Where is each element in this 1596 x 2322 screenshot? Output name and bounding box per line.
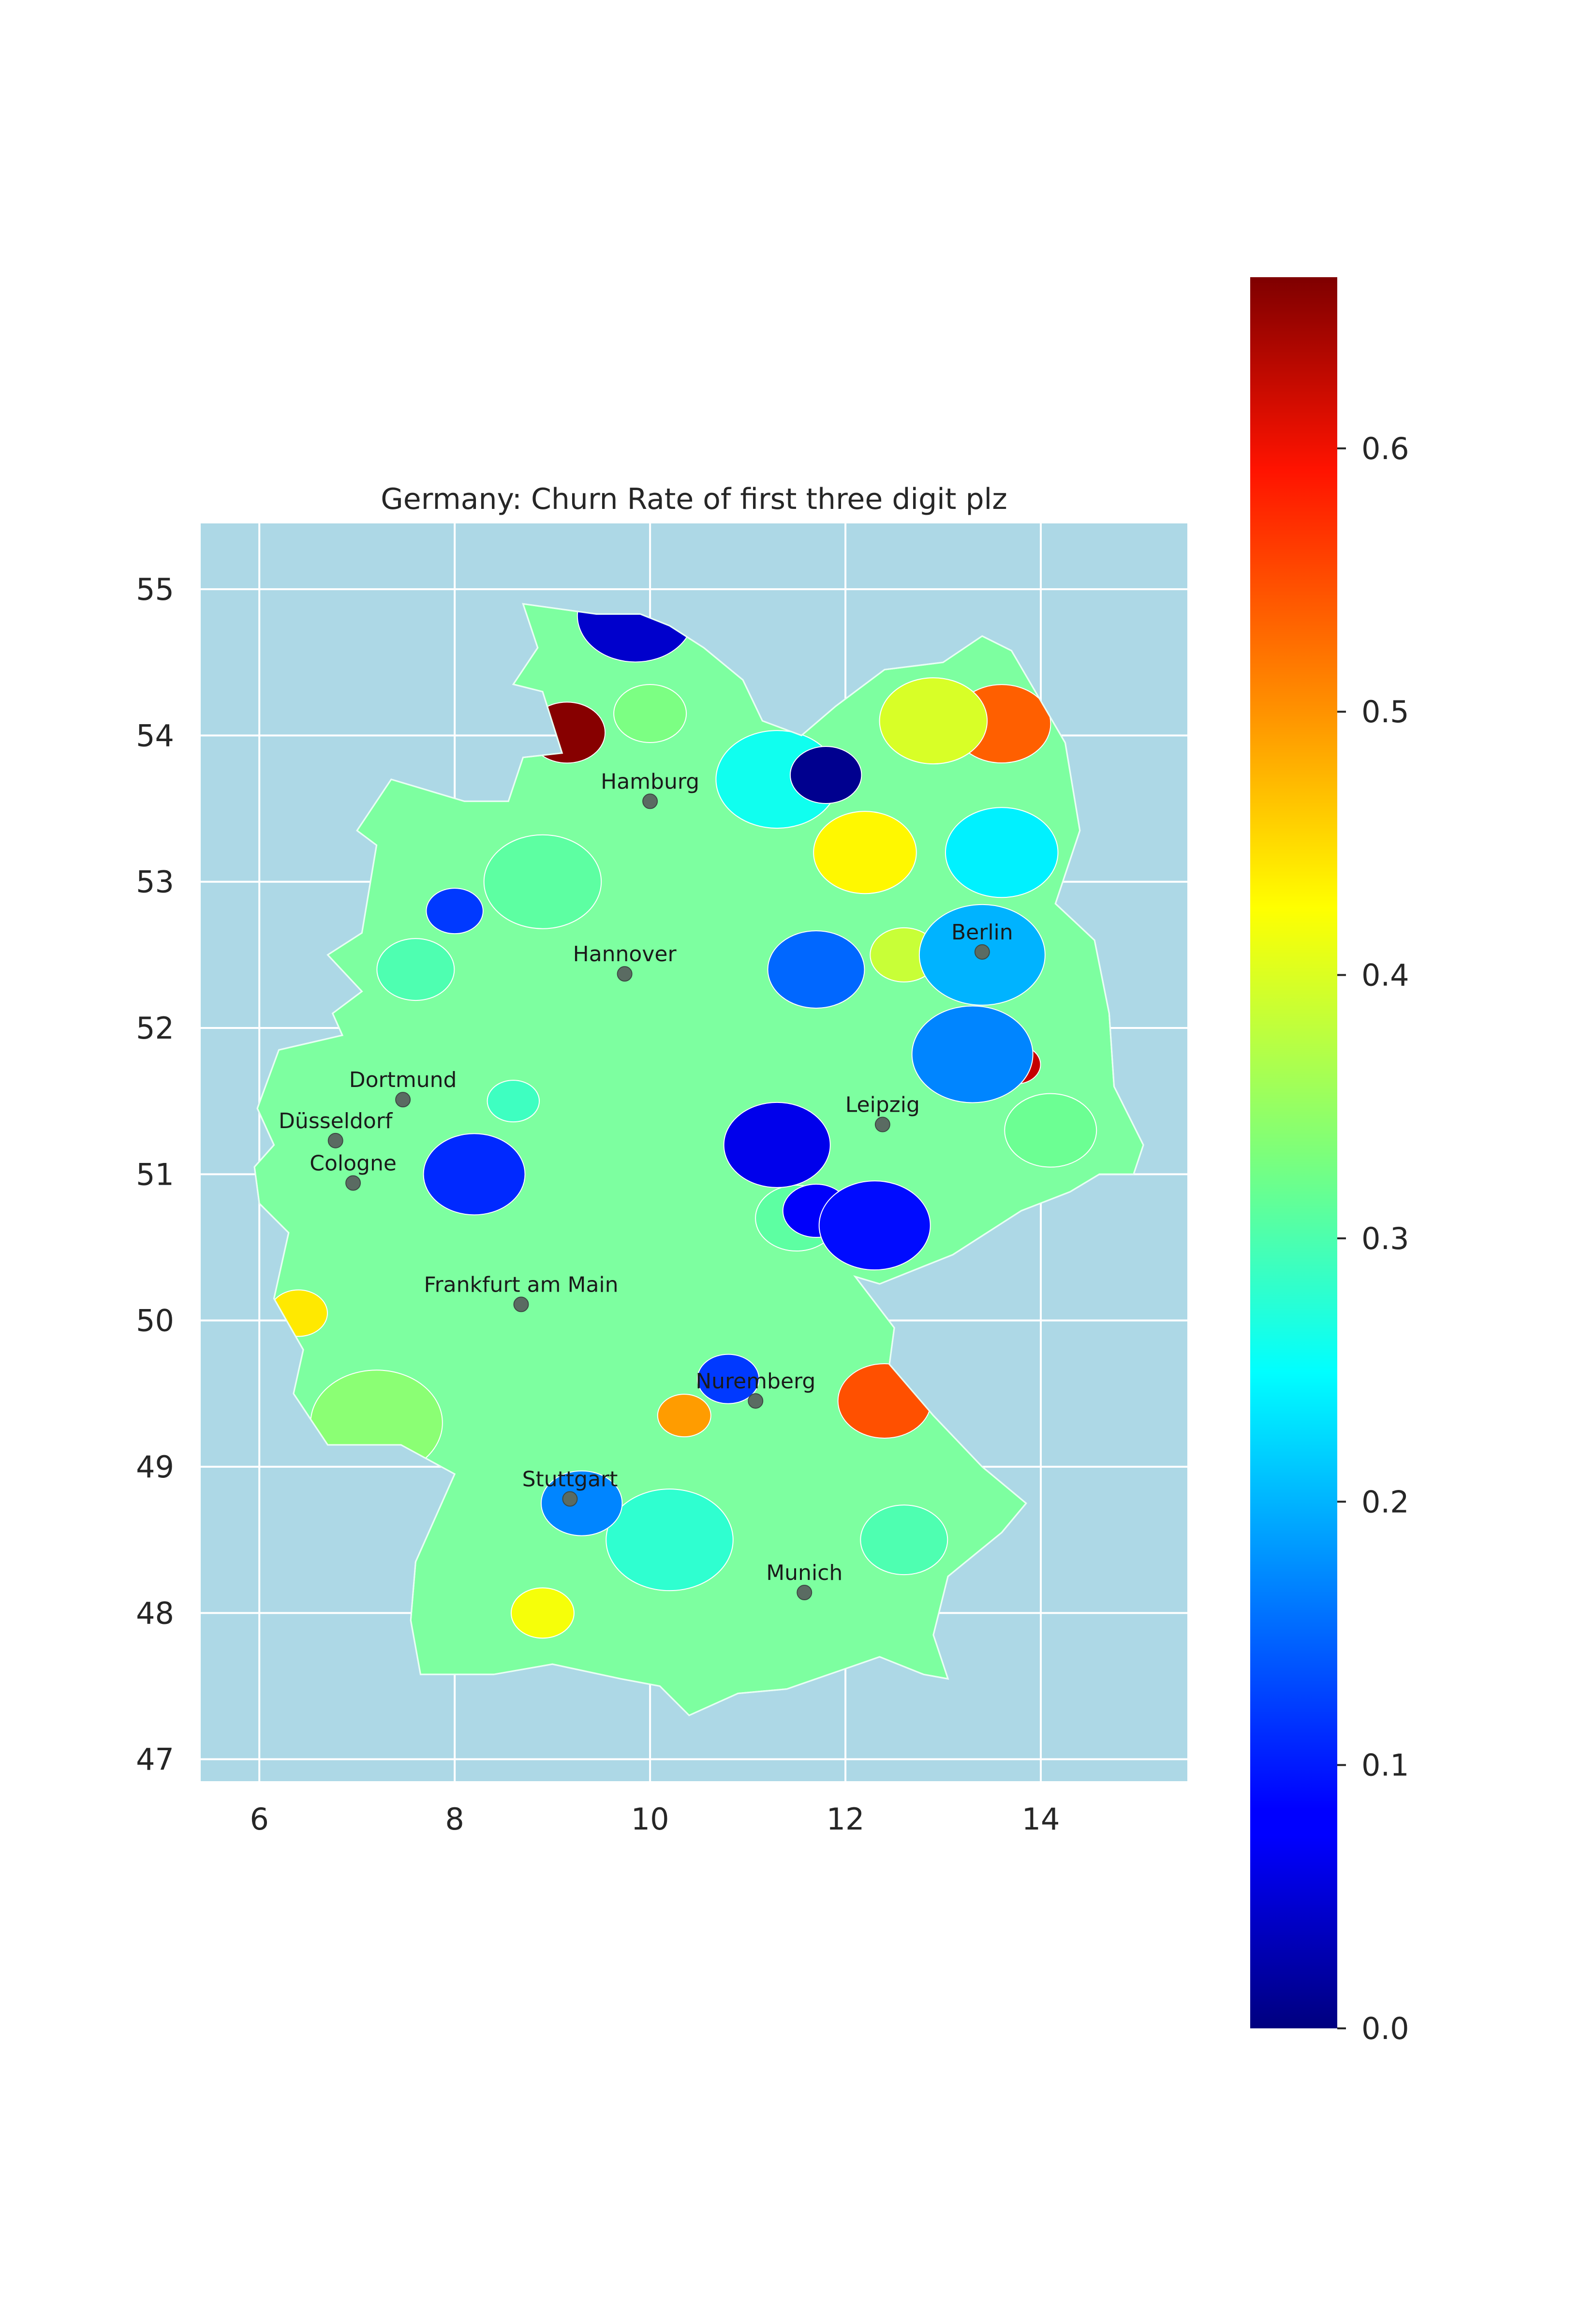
y-tick-label: 53 bbox=[136, 864, 174, 900]
region-patch bbox=[818, 1180, 931, 1271]
y-tick-labels: 47 48 49 50 51 52 53 54 55 bbox=[136, 572, 174, 1777]
city-marker bbox=[513, 1296, 529, 1312]
y-tick-label: 52 bbox=[136, 1011, 174, 1046]
city-marker bbox=[562, 1491, 578, 1507]
city-marker bbox=[748, 1393, 764, 1409]
city-label: Nuremberg bbox=[695, 1369, 815, 1394]
city-label: Cologne bbox=[310, 1151, 397, 1176]
city-label: Munich bbox=[766, 1561, 842, 1585]
map-axes: Hamburg Berlin Hannover Dortmund Düsseldorf L… bbox=[136, 523, 1187, 1837]
region-patch bbox=[540, 1470, 623, 1536]
y-tick-label: 54 bbox=[136, 718, 174, 753]
y-tick-label: 51 bbox=[136, 1157, 174, 1192]
region-patch bbox=[879, 677, 988, 765]
region-patch bbox=[487, 1080, 540, 1123]
city-marker bbox=[617, 966, 633, 982]
city-label: Frankfurt am Main bbox=[424, 1272, 618, 1297]
x-tick-label: 14 bbox=[1022, 1801, 1060, 1837]
colorbar-tick-label: 0.1 bbox=[1361, 1748, 1409, 1783]
region-patch bbox=[613, 684, 687, 744]
region-patch bbox=[426, 888, 484, 935]
region-patch bbox=[945, 807, 1059, 898]
city-marker bbox=[797, 1585, 813, 1600]
x-tick-labels: 6 8 10 12 14 bbox=[250, 1801, 1060, 1837]
colorbar: 0.0 0.1 0.2 0.3 0.4 0.5 0.6 bbox=[1250, 277, 1409, 2046]
city-label: Berlin bbox=[951, 920, 1013, 945]
city-layer: Hamburg Berlin Hannover Dortmund Düsseldorf L… bbox=[279, 769, 1013, 1600]
colorbar-tick-label: 0.6 bbox=[1361, 431, 1409, 466]
region-patch bbox=[1004, 1093, 1097, 1168]
city-marker bbox=[395, 1092, 411, 1108]
city-marker bbox=[327, 1132, 343, 1148]
colorbar-tick-label: 0.2 bbox=[1361, 1484, 1409, 1519]
y-tick-label: 47 bbox=[136, 1742, 174, 1777]
region-patch bbox=[789, 746, 862, 804]
y-tick-label: 55 bbox=[136, 572, 174, 607]
city-label: Leipzig bbox=[845, 1093, 920, 1117]
y-tick-label: 49 bbox=[136, 1449, 174, 1485]
x-tick-label: 12 bbox=[827, 1801, 865, 1837]
city-marker bbox=[874, 1116, 890, 1132]
colorbar-tick-label: 0.5 bbox=[1361, 694, 1409, 729]
x-tick-label: 10 bbox=[631, 1801, 669, 1837]
colorbar-gradient bbox=[1250, 277, 1337, 2028]
city-label: Hamburg bbox=[601, 769, 699, 794]
region-patch bbox=[696, 1354, 760, 1404]
germany-border bbox=[253, 603, 1144, 1716]
region-patch bbox=[657, 1394, 711, 1438]
region-patch bbox=[813, 811, 917, 894]
region-patch bbox=[423, 1133, 526, 1216]
region-patch bbox=[767, 930, 865, 1009]
colorbar-tick-label: 0.3 bbox=[1361, 1221, 1409, 1256]
region-patch bbox=[376, 938, 455, 1001]
region-patch bbox=[483, 834, 602, 929]
city-label: Dortmund bbox=[349, 1068, 457, 1092]
city-label: Düsseldorf bbox=[279, 1109, 393, 1133]
region-patch bbox=[723, 1101, 831, 1188]
region-patch bbox=[606, 1488, 734, 1592]
x-tick-label: 6 bbox=[250, 1801, 268, 1837]
y-tick-label: 48 bbox=[136, 1595, 174, 1631]
y-tick-label: 50 bbox=[136, 1303, 174, 1339]
city-marker bbox=[345, 1175, 361, 1191]
region-patch bbox=[510, 1587, 575, 1639]
city-marker bbox=[642, 793, 658, 809]
colorbar-ticks: 0.0 0.1 0.2 0.3 0.4 0.5 0.6 bbox=[1337, 431, 1409, 2046]
map-title: Germany: Churn Rate of first three digit… bbox=[381, 482, 1007, 516]
city-label: Stuttgart bbox=[522, 1467, 618, 1492]
region-patch bbox=[860, 1504, 948, 1576]
region-patch bbox=[911, 1005, 1034, 1103]
colorbar-tick-label: 0.4 bbox=[1361, 958, 1409, 993]
x-tick-label: 8 bbox=[445, 1801, 464, 1837]
city-marker bbox=[974, 944, 990, 960]
colorbar-tick-label: 0.0 bbox=[1361, 2011, 1409, 2046]
region-patches bbox=[268, 604, 1097, 1639]
city-label: Hannover bbox=[573, 942, 677, 967]
